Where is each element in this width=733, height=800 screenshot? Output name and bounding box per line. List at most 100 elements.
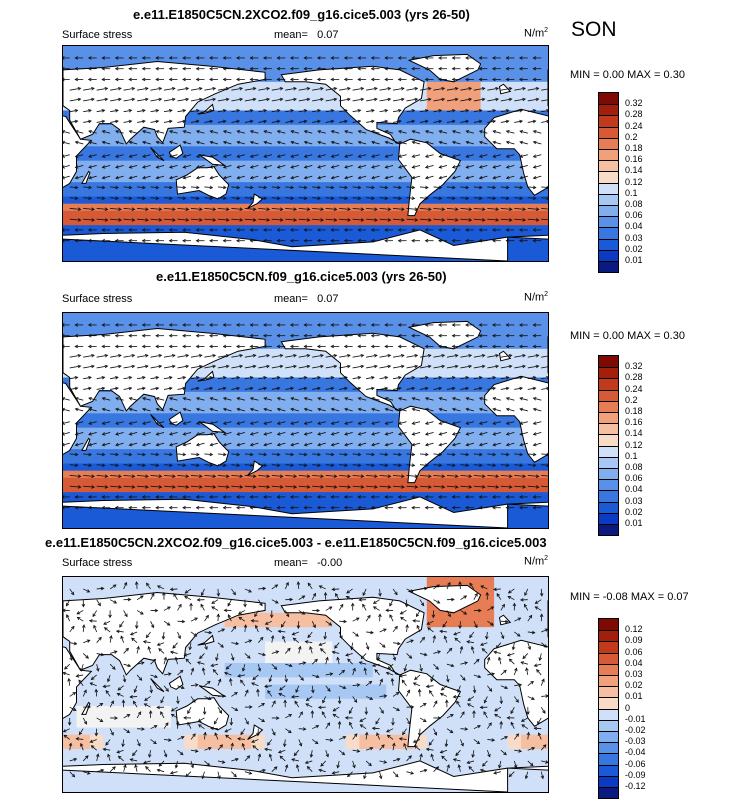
field-cell	[184, 513, 199, 522]
stress-vector	[397, 77, 407, 82]
field-cell	[238, 117, 253, 126]
field-cell	[453, 175, 468, 183]
stress-vector	[123, 86, 136, 91]
field-cell	[305, 627, 320, 635]
stress-vector	[527, 218, 540, 222]
field-cell	[251, 577, 266, 585]
field-cell	[386, 434, 401, 443]
field-cell	[278, 146, 293, 155]
stress-vector	[352, 474, 365, 478]
stress-vector	[155, 56, 165, 60]
field-cell	[278, 641, 293, 650]
field-cell	[292, 363, 307, 371]
field-cell	[534, 470, 548, 479]
field-cell	[534, 46, 548, 54]
colorbar-segment	[599, 160, 618, 172]
field-cell	[507, 370, 522, 379]
stress-vector	[217, 642, 224, 648]
stress-vector	[406, 119, 416, 124]
stress-vector	[195, 323, 205, 327]
field-cell	[184, 520, 199, 528]
stress-vector	[352, 353, 365, 358]
stress-vector	[318, 642, 326, 646]
stress-vector	[411, 344, 421, 349]
field-cell	[440, 741, 455, 750]
field-cell	[359, 727, 374, 736]
field-cell	[386, 327, 401, 336]
field-cell	[292, 391, 307, 400]
stress-vector	[345, 595, 353, 601]
stress-vector	[262, 505, 272, 510]
stress-vector	[114, 66, 124, 71]
stress-vector	[331, 650, 340, 655]
stress-vector	[128, 344, 138, 349]
field-cell	[440, 713, 455, 721]
field-cell	[372, 60, 387, 69]
panel1-colorbar-box: 0.32 0.28 0.24 0.2 0.18 0.16 0.14 0.12 0.1 0.08 0.…	[598, 92, 643, 274]
field-cell	[534, 605, 548, 614]
field-cell	[305, 182, 320, 190]
stress-vector	[222, 495, 232, 499]
field-cell	[143, 196, 158, 205]
field-cell	[494, 363, 509, 371]
stress-vector	[419, 108, 429, 113]
field-cell	[63, 189, 78, 198]
field-cell	[467, 499, 482, 508]
stress-vector	[82, 653, 89, 659]
field-cell	[292, 477, 307, 486]
stress-vector	[150, 108, 160, 113]
field-cell	[372, 655, 387, 664]
field-cell	[345, 756, 360, 764]
field-cell	[480, 420, 495, 429]
field-cell	[278, 470, 293, 479]
stress-vector	[505, 397, 515, 401]
field-cell	[292, 442, 307, 450]
field-cell	[211, 463, 226, 472]
field-cell	[359, 520, 374, 528]
field-cell	[292, 749, 307, 757]
stress-vector	[69, 353, 82, 358]
field-cell	[170, 734, 185, 743]
field-cell	[251, 677, 266, 686]
field-cell	[467, 456, 482, 465]
field-cell	[305, 449, 320, 457]
field-cell	[332, 46, 347, 54]
field-cell	[116, 210, 131, 219]
stress-vector	[446, 463, 456, 467]
stress-vector	[217, 97, 230, 102]
stress-vector	[249, 421, 259, 425]
stress-vector	[263, 421, 272, 425]
field-cell	[453, 81, 468, 90]
field-cell	[197, 641, 212, 650]
colorbar-tick-label: 0.01	[625, 255, 643, 265]
stress-vector	[222, 154, 232, 158]
stress-vector	[532, 432, 542, 436]
stress-vector	[217, 628, 226, 633]
stress-vector	[487, 474, 500, 478]
field-cell	[372, 477, 387, 486]
field-cell	[63, 196, 78, 205]
field-cell	[318, 691, 334, 700]
field-cell	[332, 377, 347, 386]
stress-vector	[217, 485, 230, 489]
field-cell	[103, 520, 118, 528]
stress-vector	[128, 407, 138, 412]
stress-vector	[96, 97, 109, 102]
field-cell	[332, 384, 347, 393]
field-cell	[440, 377, 455, 386]
field-cell	[507, 60, 522, 69]
field-cell	[103, 734, 118, 743]
stress-vector	[371, 175, 380, 180]
stress-vector	[465, 421, 475, 425]
field-cell	[372, 406, 387, 414]
field-cell	[265, 763, 280, 772]
field-cell	[103, 406, 118, 414]
field-cell	[265, 698, 280, 707]
field-cell	[184, 225, 199, 233]
stress-vector	[182, 505, 191, 510]
field-cell	[426, 720, 441, 729]
field-cell	[440, 232, 455, 241]
stress-vector	[312, 375, 321, 380]
stress-vector	[325, 353, 338, 358]
field-cell	[238, 60, 253, 69]
